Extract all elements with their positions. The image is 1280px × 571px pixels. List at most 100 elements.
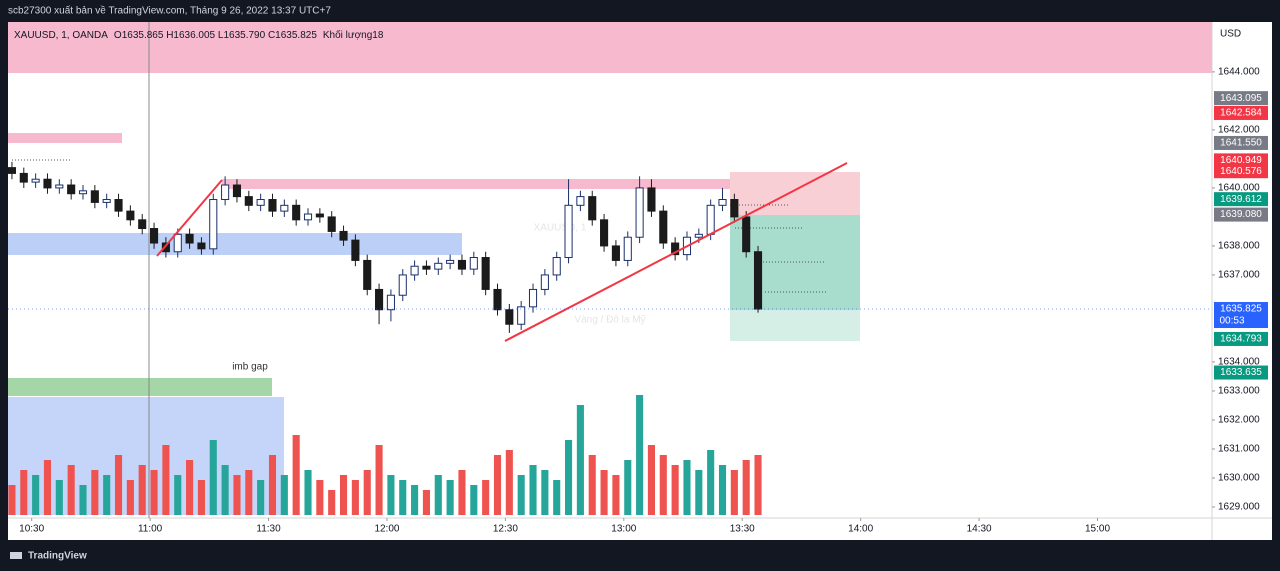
countdown: 00:53 <box>1219 316 1244 327</box>
y-tick-label: 1644.000 <box>1218 67 1260 78</box>
candle-body <box>398 274 407 296</box>
candle-body <box>280 204 289 212</box>
candle-body <box>256 199 265 206</box>
candle-body <box>694 233 703 238</box>
last-price-box <box>1214 302 1268 329</box>
volume-bar <box>55 480 63 515</box>
volume-bar <box>67 465 75 515</box>
volume-bar <box>174 475 182 515</box>
volume-bar <box>529 465 537 515</box>
candle-body <box>221 184 230 201</box>
volume-bar <box>505 450 513 515</box>
candle-body <box>339 230 348 241</box>
candle-body <box>588 196 597 221</box>
volume-bar <box>470 485 478 515</box>
price-label-box <box>1214 331 1268 346</box>
candle-body <box>31 178 40 183</box>
candle-body <box>505 309 514 325</box>
price-label-box <box>1214 91 1268 106</box>
price-label-box <box>1214 164 1268 179</box>
candle-body <box>457 259 467 270</box>
volume-bar <box>600 470 608 515</box>
header: scb27300 xuất bản về TradingView.com, Th… <box>8 5 331 17</box>
x-tick-label: 13:00 <box>611 524 636 535</box>
candle-body <box>540 274 549 290</box>
x-tick-label: 14:30 <box>967 524 992 535</box>
legend-volume: Khối lượng18 <box>323 29 384 41</box>
footer: TradingView <box>28 551 87 562</box>
price-label: 1639.080 <box>1220 209 1262 220</box>
volume-bar <box>695 470 703 515</box>
volume-bar <box>482 480 490 515</box>
candle-body <box>742 216 751 253</box>
candle-body <box>43 178 52 189</box>
candle-body <box>718 199 727 206</box>
volume-bar <box>493 455 502 515</box>
candle-body <box>232 184 242 198</box>
volume-bar <box>742 460 750 515</box>
price-label-box <box>1214 192 1268 207</box>
candle-body <box>315 213 324 218</box>
volume-bar <box>671 465 679 515</box>
volume-bar <box>446 480 454 515</box>
watermark: XAUUSD, 1 <box>534 223 587 234</box>
candle-body <box>469 257 478 270</box>
volume-bar <box>399 480 407 515</box>
candle-body <box>517 306 526 325</box>
target-zone <box>730 215 860 310</box>
imbalance-zone <box>8 378 272 396</box>
y-tick-label: 1631.000 <box>1218 444 1260 455</box>
x-tick-label: 10:30 <box>19 524 44 535</box>
candle-body <box>564 204 573 259</box>
candle-body <box>386 294 395 311</box>
candle-body <box>611 245 620 261</box>
candle-body <box>292 204 301 221</box>
volume-bar <box>245 470 253 515</box>
candle-body <box>422 265 431 270</box>
volume-bar <box>363 470 371 515</box>
volume-bar <box>387 475 395 515</box>
demand-zone <box>8 233 462 255</box>
volume-bar <box>339 475 348 515</box>
volume-bar <box>316 480 324 515</box>
candle-body <box>623 236 632 261</box>
volume-bar <box>730 470 738 515</box>
x-tick-label: 11:00 <box>138 524 163 535</box>
candle-body <box>730 199 739 218</box>
candle-body <box>671 242 680 256</box>
price-label-box <box>1214 105 1268 120</box>
volume-bar <box>612 475 620 515</box>
x-tick-label: 13:30 <box>730 524 755 535</box>
overlay: XAUUSD, 1, OANDA O1635.865 H1636.005 L163… <box>8 22 1268 518</box>
volume-bar <box>209 440 217 515</box>
legend-ohlc: O1635.865 H1636.005 L1635.790 C1635.825 <box>114 30 317 41</box>
candle-body <box>268 199 277 212</box>
watermark-subtitle: Vàng / Đô la Mỹ <box>574 315 645 326</box>
volume-bar <box>8 485 16 515</box>
price-label: 1643.095 <box>1220 93 1262 104</box>
volume-bar <box>328 490 336 515</box>
candle-body <box>576 196 585 206</box>
candle-body <box>126 210 135 221</box>
stop-zone <box>730 172 860 215</box>
volume-bar <box>186 460 194 515</box>
volume-bar <box>659 455 667 515</box>
candle-body <box>635 187 644 238</box>
annotation: imb gap <box>232 362 268 373</box>
supply-zone <box>8 22 1212 73</box>
candle-body <box>209 199 218 250</box>
volume-bar <box>268 455 277 515</box>
candle-body <box>753 251 763 310</box>
candle-body <box>327 216 336 232</box>
candle-body <box>197 242 206 250</box>
x-tick-label: 12:30 <box>493 524 518 535</box>
candle-body <box>55 184 64 189</box>
volume-bar <box>434 475 442 515</box>
volume-bar <box>233 475 241 515</box>
y-tick-label: 1630.000 <box>1218 473 1260 484</box>
x-tick-label: 14:00 <box>848 524 873 535</box>
volume-bar <box>103 475 111 515</box>
volume-bar <box>707 450 715 515</box>
price-label: 1640.576 <box>1220 166 1262 177</box>
